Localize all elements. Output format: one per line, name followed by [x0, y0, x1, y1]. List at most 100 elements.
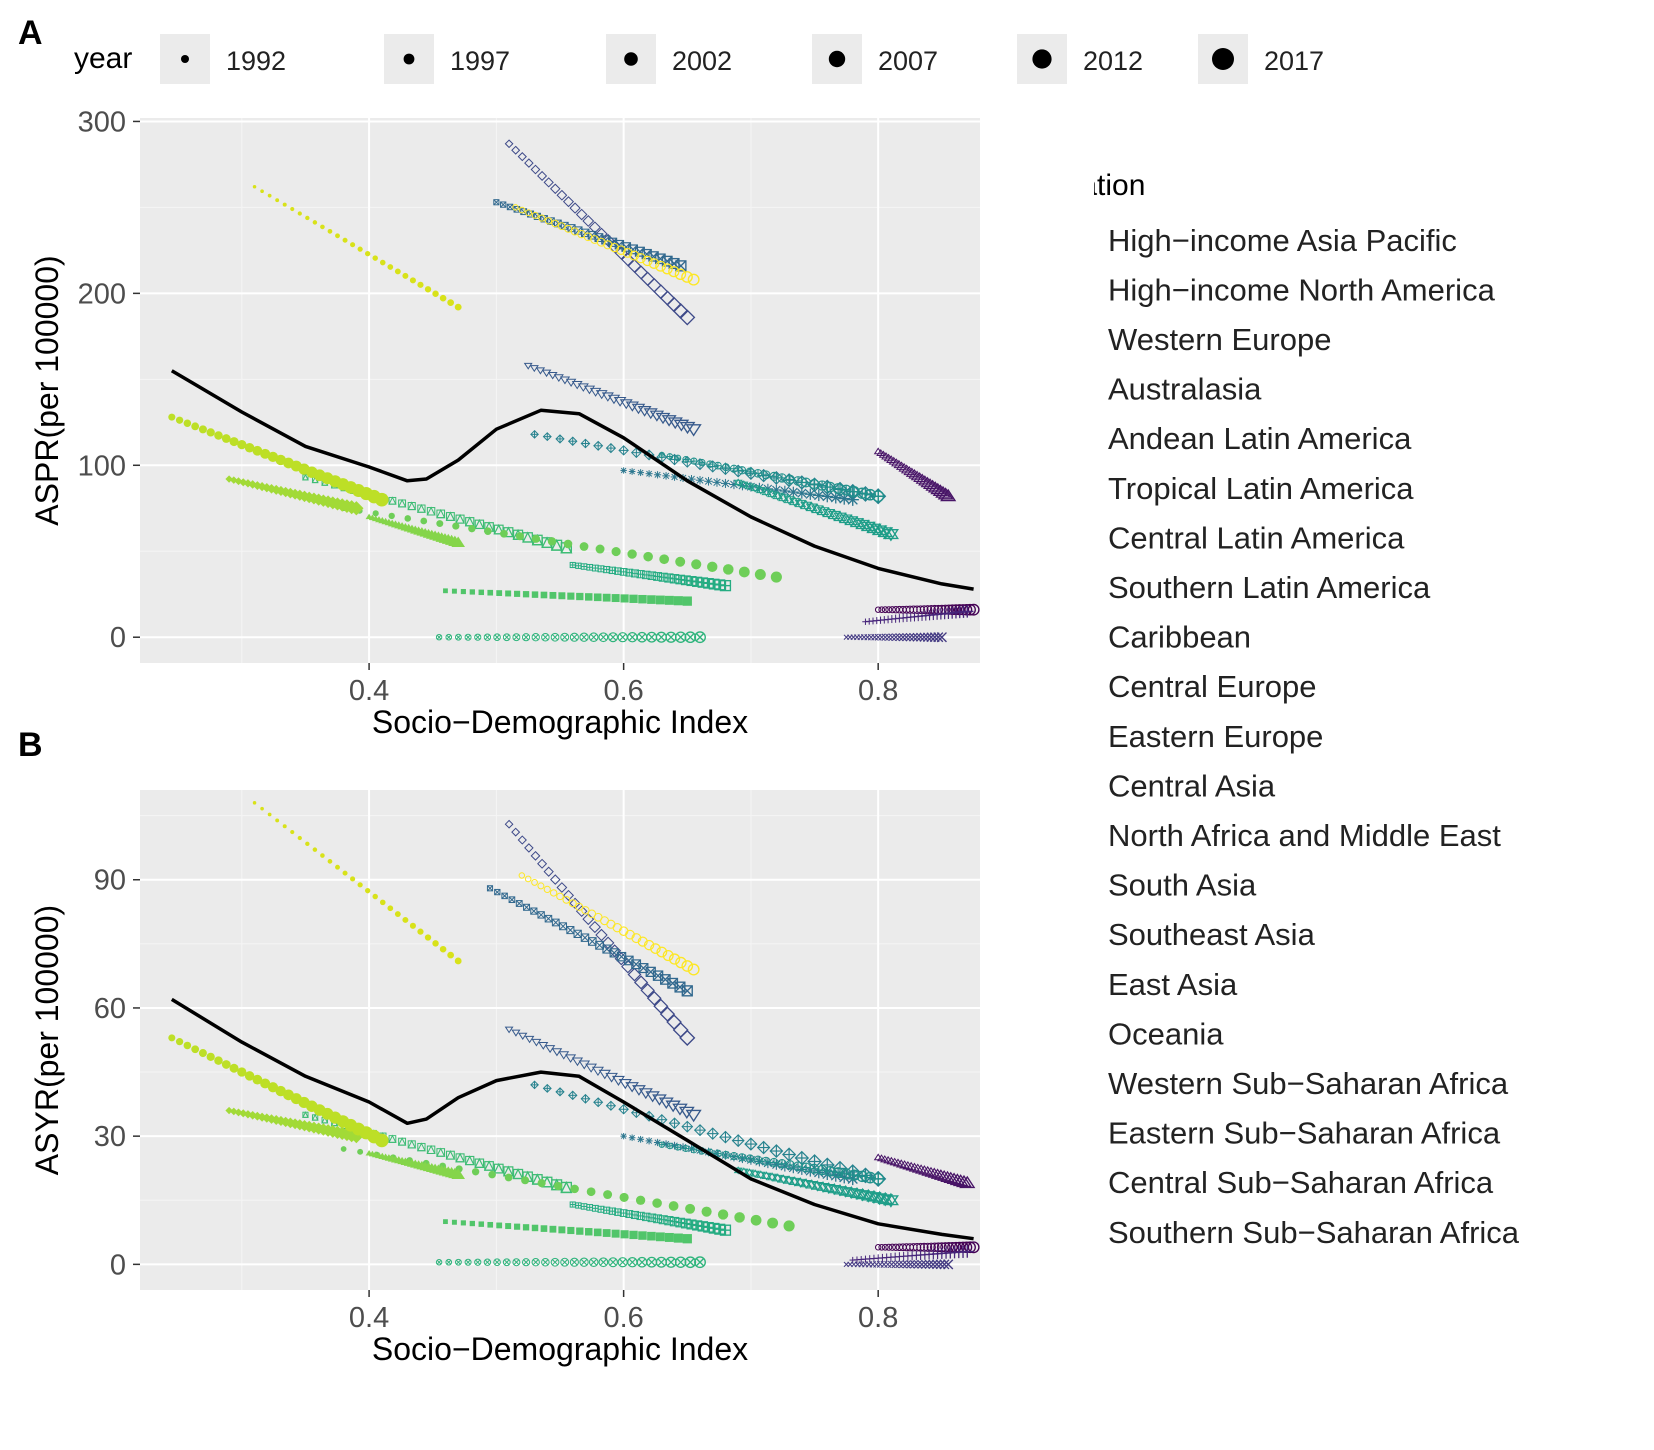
data-point [451, 1219, 457, 1225]
data-point [595, 544, 605, 554]
data-point [811, 503, 824, 515]
data-point [567, 1226, 575, 1235]
series-eastern-sub-saharan-africa-b [168, 1034, 389, 1148]
data-point [648, 258, 660, 269]
data-point [496, 1222, 503, 1229]
data-point [504, 1026, 514, 1034]
data-point [531, 633, 540, 642]
data-point [618, 1103, 629, 1115]
data-point [801, 1162, 812, 1173]
data-point [625, 1082, 639, 1093]
data-point [902, 1260, 911, 1269]
data-point [805, 501, 818, 513]
data-point [183, 419, 192, 428]
data-point [895, 461, 908, 470]
data-point [667, 417, 683, 430]
data-point [214, 431, 223, 440]
data-point [920, 476, 935, 488]
data-point [620, 594, 629, 603]
data-point [638, 594, 647, 604]
data-point [637, 936, 648, 947]
data-point [512, 633, 521, 642]
data-point [633, 975, 649, 990]
data-point [435, 633, 443, 641]
data-point [455, 513, 465, 524]
data-point [350, 242, 356, 248]
data-point [625, 401, 639, 412]
gridlines-b [140, 790, 980, 1290]
data-point [643, 939, 655, 951]
series-central-europe-a [658, 451, 885, 503]
data-point [598, 632, 609, 643]
data-point [557, 222, 566, 231]
legend-item-label: Central Latin America [1108, 520, 1405, 555]
data-point [832, 481, 848, 498]
data-point [750, 1214, 762, 1226]
data-point [487, 589, 494, 596]
data-point [530, 164, 541, 175]
data-point [961, 1245, 974, 1258]
data-point [653, 998, 669, 1014]
data-point [460, 588, 466, 595]
data-point [616, 245, 626, 255]
data-point [556, 189, 568, 201]
data-point [629, 250, 640, 261]
data-point [487, 1221, 494, 1228]
data-point [658, 572, 668, 582]
data-point [777, 473, 787, 483]
data-point [531, 534, 541, 543]
data-point [745, 467, 755, 477]
data-point [523, 903, 531, 911]
data-point [445, 633, 453, 641]
data-point [540, 1225, 548, 1232]
data-point [402, 916, 409, 923]
legend-item-east-asia: East Asia [1108, 967, 1238, 1002]
data-point [237, 1067, 247, 1077]
data-point [531, 1038, 542, 1047]
data-point [289, 1118, 301, 1130]
data-point [882, 1192, 899, 1208]
data-point [388, 1134, 397, 1143]
data-point [586, 1187, 596, 1197]
data-point [550, 874, 561, 885]
data-point [531, 591, 539, 598]
panel-label-b: B [18, 726, 43, 764]
data-point [514, 590, 521, 597]
data-point [898, 633, 908, 642]
data-point [918, 1165, 931, 1175]
data-point [558, 592, 566, 600]
data-point [302, 1111, 309, 1118]
data-point [512, 1258, 521, 1267]
data-point [556, 882, 568, 893]
data-point [502, 1258, 511, 1267]
data-point [911, 1163, 924, 1173]
data-point [585, 1228, 593, 1236]
data-point [603, 1190, 613, 1200]
data-point [562, 889, 575, 901]
data-point [686, 1219, 697, 1230]
data-point [816, 1164, 828, 1176]
data-point [342, 237, 348, 243]
series-central-asia-b [569, 1201, 732, 1236]
data-point [349, 501, 364, 516]
data-point [707, 561, 718, 573]
data-point [175, 416, 184, 424]
data-point [567, 436, 578, 446]
data-point [793, 476, 803, 486]
data-point [691, 559, 702, 570]
data-point [397, 1137, 407, 1146]
data-point [622, 247, 633, 258]
fitted-trend-line-a [170, 369, 974, 591]
year-size-dot [828, 50, 846, 68]
data-point [769, 1144, 784, 1158]
data-point [952, 1174, 969, 1187]
data-point [674, 454, 682, 462]
data-point [560, 632, 570, 642]
data-point [680, 575, 691, 586]
data-point [541, 1257, 550, 1267]
data-point [874, 606, 882, 613]
data-point [260, 1078, 271, 1089]
data-point [517, 835, 527, 845]
data-point [531, 211, 539, 219]
